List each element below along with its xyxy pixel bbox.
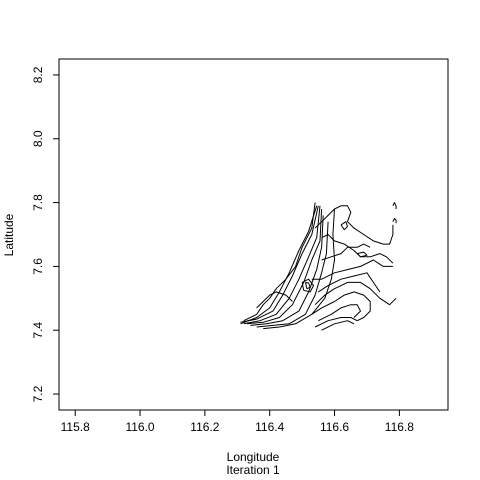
contour-line-17 (321, 320, 355, 331)
contour-line-18 (314, 205, 394, 245)
plot-frame (58, 58, 449, 411)
x-tick-label: 116.6 (320, 420, 349, 434)
contour-line-14 (311, 291, 371, 322)
contour-line-22 (356, 251, 368, 258)
y-axis-title: Latitude (2, 213, 16, 256)
y-tick-label: 7.2 (31, 385, 45, 402)
contour-line-6 (263, 208, 335, 330)
y-tick-label: 8.2 (31, 66, 45, 83)
contour-line-3 (246, 208, 323, 325)
x-tick-label: 116.8 (385, 420, 414, 434)
x-tick-label: 116.4 (255, 420, 284, 434)
contour-line-10 (304, 281, 311, 290)
contour-line-11 (311, 259, 393, 280)
y-tick-label: 7.6 (31, 258, 45, 275)
x-tick-label: 116.2 (190, 420, 219, 434)
contour-line-1 (240, 205, 319, 323)
contour-line-4 (250, 215, 324, 326)
contour-line-24 (392, 202, 397, 209)
contour-line-7 (243, 202, 316, 322)
contour-layer (240, 202, 397, 331)
contour-line-8 (256, 291, 293, 309)
contour-line-13 (314, 281, 397, 306)
x-tick-label: 116.0 (125, 420, 154, 434)
x-axis-subtitle: Iteration 1 (226, 463, 280, 477)
contour-line-15 (318, 304, 361, 322)
x-tick-label: 115.8 (61, 420, 90, 434)
contour-line-0 (240, 205, 318, 325)
y-tick-label: 7.4 (31, 322, 45, 339)
contour-line-20 (321, 243, 371, 261)
y-tick-label: 8.0 (31, 130, 45, 147)
contour-line-5 (256, 221, 329, 328)
contour-line-21 (340, 221, 348, 231)
contour-line-16 (314, 317, 358, 328)
contour-line-23 (392, 218, 397, 224)
contour-line-12 (318, 272, 381, 293)
contour-line-9 (301, 278, 314, 293)
x-axis: 115.8 116.0 116.2 116.4 116.6 116.8 (61, 410, 414, 434)
contour-line-2 (243, 205, 321, 325)
y-tick-label: 7.8 (31, 194, 45, 211)
y-axis: 7.2 7.4 7.6 7.8 8.0 8.2 (31, 66, 59, 402)
contour-line-19 (321, 234, 394, 264)
x-axis-title: Longitude (227, 450, 280, 464)
